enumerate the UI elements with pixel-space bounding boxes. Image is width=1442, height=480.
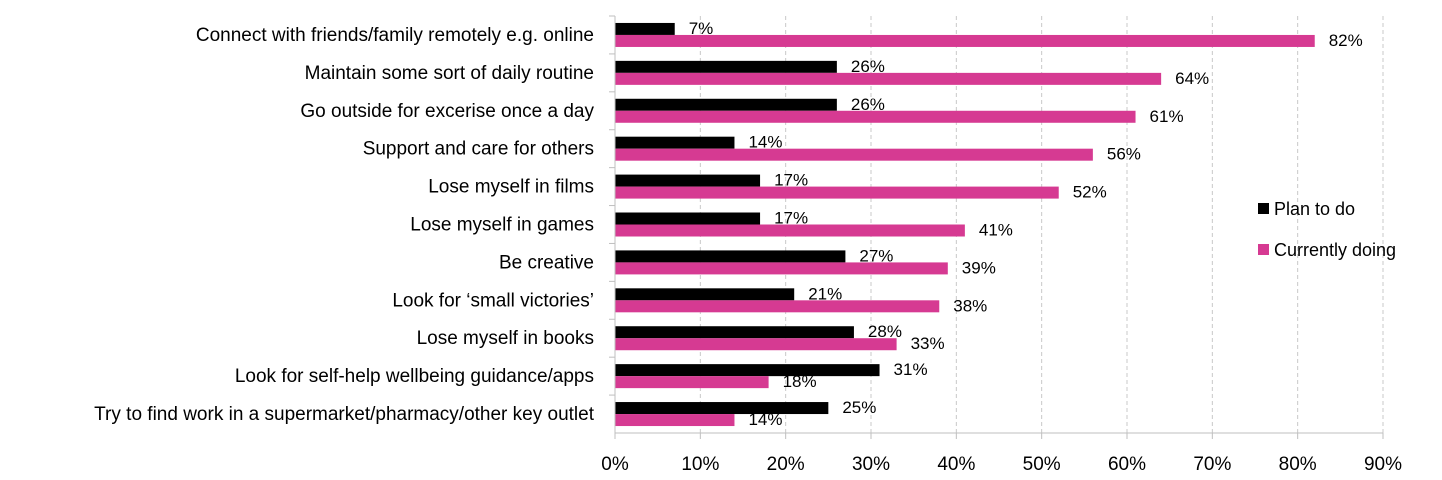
x-tick-label: 50% [1023, 454, 1061, 475]
category-label: Connect with friends/family remotely e.g… [196, 25, 594, 46]
data-label: 39% [962, 258, 996, 277]
data-label: 7% [689, 19, 714, 38]
bar-plan-to-do [615, 364, 880, 377]
data-label: 26% [851, 95, 885, 114]
bar-plan-to-do [615, 98, 837, 111]
category-label: Support and care for others [363, 139, 594, 160]
category-label: Look for ‘small victories’ [392, 290, 594, 311]
bar-plan-to-do [615, 326, 854, 339]
data-label: 14% [748, 410, 782, 429]
labels: Connect with friends/family remotely e.g… [94, 19, 1363, 429]
bar-currently-doing [615, 414, 735, 427]
bar-currently-doing [615, 34, 1315, 47]
data-label: 82% [1329, 31, 1363, 50]
data-label: 56% [1107, 145, 1141, 164]
data-label: 38% [953, 296, 987, 315]
x-tick-label: 10% [681, 454, 719, 475]
bar-plan-to-do [615, 22, 675, 35]
category-label: Lose myself in books [417, 328, 594, 349]
bar-currently-doing [615, 110, 1136, 123]
x-tick-label: 30% [852, 454, 890, 475]
bar-plan-to-do [615, 174, 761, 187]
bar-currently-doing [615, 186, 1059, 199]
bar-plan-to-do [615, 402, 829, 415]
x-tick-label: 70% [1193, 454, 1231, 475]
x-tick-label: 0% [601, 454, 629, 475]
bar-currently-doing [615, 376, 769, 389]
bar-plan-to-do [615, 60, 837, 73]
data-label: 27% [859, 246, 893, 265]
category-label: Maintain some sort of daily routine [305, 63, 594, 84]
data-label: 14% [748, 133, 782, 152]
data-label: 31% [894, 360, 928, 379]
data-label: 26% [851, 57, 885, 76]
data-label: 18% [783, 372, 817, 391]
x-tick-label: 60% [1108, 454, 1146, 475]
data-label: 17% [774, 171, 808, 190]
legend-label: Currently doing [1274, 240, 1396, 260]
legend-label: Plan to do [1274, 199, 1355, 219]
category-label: Go outside for excerise once a day [300, 101, 594, 122]
data-label: 25% [842, 398, 876, 417]
bar-currently-doing [615, 72, 1162, 85]
bar-plan-to-do [615, 212, 761, 225]
category-label: Lose myself in films [428, 177, 594, 198]
bar-currently-doing [615, 300, 940, 313]
data-label: 52% [1073, 183, 1107, 202]
legend-swatch [1258, 203, 1269, 214]
x-tick-label: 20% [767, 454, 805, 475]
bar-currently-doing [615, 262, 948, 275]
bar-currently-doing [615, 338, 897, 351]
data-label: 33% [911, 334, 945, 353]
data-label: 61% [1150, 107, 1184, 126]
x-tick-label: 90% [1364, 454, 1402, 475]
axes: 0% 10% 20% 30% 40% 50% 60% 70% 80% 90% [601, 15, 1402, 475]
data-label: 17% [774, 209, 808, 228]
data-label: 41% [979, 221, 1013, 240]
data-label: 64% [1175, 69, 1209, 88]
bar-currently-doing [615, 148, 1093, 161]
bar-plan-to-do [615, 136, 735, 149]
legend: Plan to do Currently doing [1258, 199, 1396, 260]
category-label: Be creative [499, 252, 594, 273]
bars [615, 22, 1315, 427]
category-label: Look for self-help wellbeing guidance/ap… [235, 366, 594, 387]
legend-swatch [1258, 244, 1269, 255]
data-label: 21% [808, 284, 842, 303]
x-tick-label: 40% [937, 454, 975, 475]
category-label: Lose myself in games [410, 215, 594, 236]
bar-plan-to-do [615, 288, 795, 301]
category-label: Try to find work in a supermarket/pharma… [94, 404, 595, 425]
bar-plan-to-do [615, 250, 846, 263]
x-tick-label: 80% [1279, 454, 1317, 475]
data-label: 28% [868, 322, 902, 341]
bar-currently-doing [615, 224, 965, 237]
